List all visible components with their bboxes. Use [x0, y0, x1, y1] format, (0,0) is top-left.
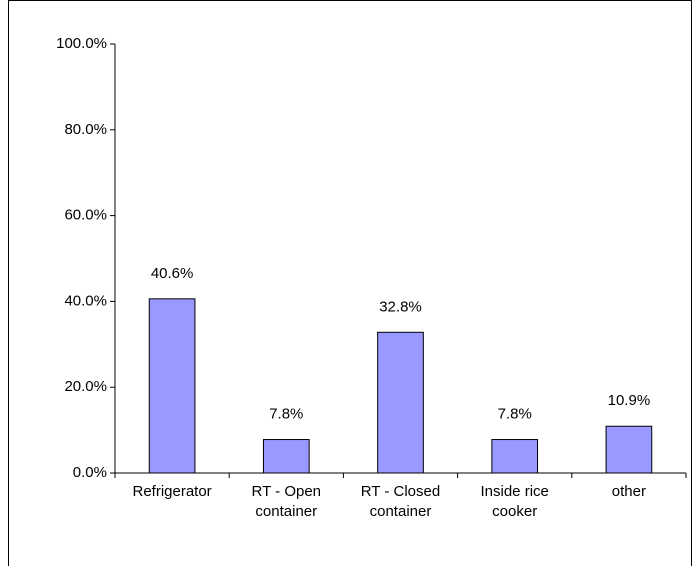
bar [377, 331, 424, 474]
data-label: 7.8% [269, 406, 303, 423]
bar [605, 425, 653, 474]
chart-border [8, 0, 692, 566]
x-tick-label: other [611, 483, 646, 500]
x-tick-label: RT - Closed container [360, 483, 441, 520]
data-label: 32.8% [379, 298, 422, 315]
bar [148, 298, 196, 474]
data-label: 40.6% [151, 265, 194, 282]
x-tick-label: Refrigerator [132, 483, 212, 500]
y-tick-label: 20.0% [64, 378, 107, 395]
data-label: 10.9% [608, 392, 651, 409]
y-tick-label: 80.0% [64, 121, 107, 138]
y-tick-label: 100.0% [56, 35, 107, 52]
data-label: 7.8% [498, 406, 532, 423]
x-tick-label: RT - Open container [251, 483, 322, 520]
y-tick-label: 0.0% [73, 464, 107, 481]
x-tick-label: Inside rice cooker [480, 483, 549, 520]
bar [491, 439, 539, 474]
y-tick-label: 40.0% [64, 292, 107, 309]
y-tick-label: 60.0% [64, 207, 107, 224]
bar [262, 439, 310, 474]
